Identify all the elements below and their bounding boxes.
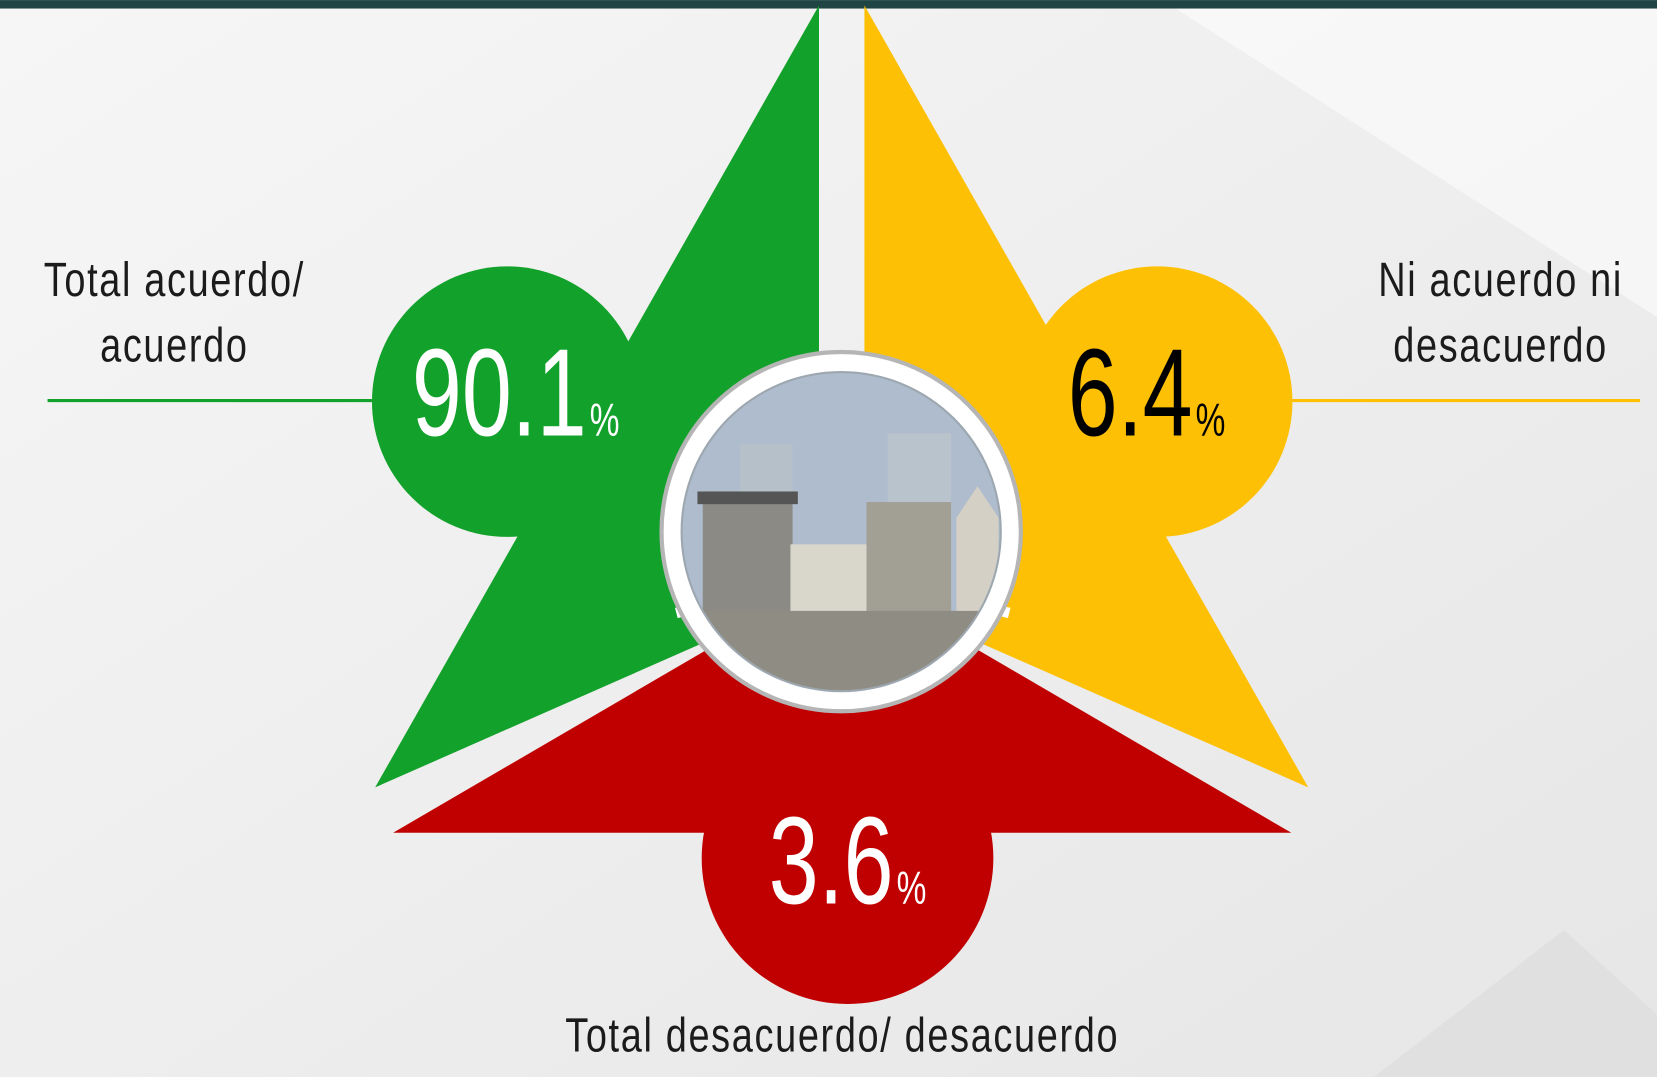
page: 90.1% Total acuerdo/acuerdo 6.4% Ni acuerdo… bbox=[0, 0, 1657, 1077]
value-unit: % bbox=[590, 393, 620, 446]
infographic: 90.1% Total acuerdo/acuerdo 6.4% Ni acuerdo… bbox=[0, 0, 1657, 1077]
value-number: 6.4 bbox=[1068, 324, 1193, 463]
segment-label: acuerdo bbox=[100, 319, 249, 373]
value-unit: % bbox=[897, 861, 927, 914]
value-number: 3.6 bbox=[769, 792, 894, 931]
top-bar bbox=[0, 0, 1657, 8]
segment-label: Total desacuerdo/ desacuerdo bbox=[565, 1009, 1119, 1063]
segment-label: Ni acuerdo ni bbox=[1378, 254, 1623, 308]
value-number: 90.1 bbox=[412, 324, 587, 463]
value-unit: % bbox=[1196, 393, 1226, 446]
center-photo bbox=[662, 352, 1021, 711]
segment-label: Total acuerdo/ bbox=[44, 254, 305, 308]
segment-label: desacuerdo bbox=[1393, 319, 1608, 373]
